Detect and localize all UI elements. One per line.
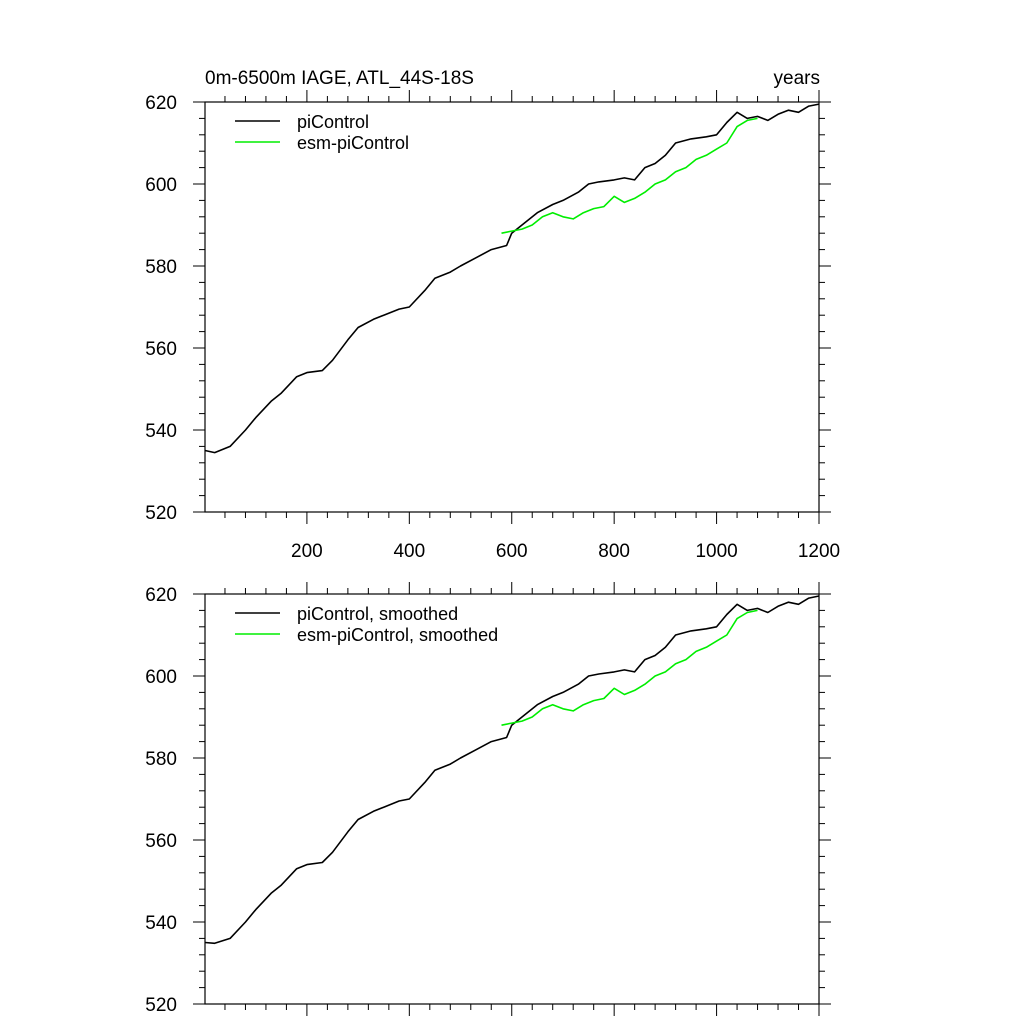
- x-tick-label: 400: [393, 541, 425, 562]
- y-tick-label: 540: [145, 421, 177, 442]
- legend-label-esm-picontrol-smoothed: esm-piControl, smoothed: [297, 625, 498, 645]
- series-line-esm-picontrol-smoothed: [501, 609, 758, 726]
- y-tick-label: 560: [145, 831, 177, 852]
- legend: piControl esm-piControl: [235, 112, 409, 153]
- y-tick-label: 540: [145, 913, 177, 934]
- legend-label-picontrol-smoothed: piControl, smoothed: [297, 604, 458, 624]
- series-line-picontrol: [204, 103, 820, 454]
- x-tick-labels: 200 400 600 800 1000 1200: [291, 541, 840, 562]
- y-tick-label: 600: [145, 175, 177, 196]
- series-lines: [204, 595, 820, 945]
- x-tick-label: 200: [291, 541, 323, 562]
- series-line-esm-picontrol: [501, 117, 758, 234]
- y-tick-labels: 520 540 560 580 600 620: [145, 93, 177, 524]
- axis-ticks: [193, 582, 831, 1016]
- y-tick-label: 600: [145, 667, 177, 688]
- x-tick-label: 600: [496, 541, 528, 562]
- x-tick-label: 1200: [798, 541, 840, 562]
- y-tick-labels: 520 540 560 580 600 620: [145, 585, 177, 1016]
- top-panel: 0m-6500m IAGE, ATL_44S-18S years 5205405…: [145, 68, 840, 562]
- legend-label-picontrol: piControl: [297, 112, 369, 132]
- y-tick-label: 620: [145, 585, 177, 606]
- bottom-panel: 520 540 560 580 600 620 piControl, smoothed e…: [145, 582, 831, 1016]
- legend-label-esm-picontrol: esm-piControl: [297, 133, 409, 153]
- y-tick-label: 580: [145, 257, 177, 278]
- series-lines: [204, 103, 820, 454]
- plot-frame: [204, 593, 820, 1005]
- x-tick-label: 1000: [695, 541, 737, 562]
- units-label: years: [774, 68, 820, 89]
- y-tick-label: 580: [145, 749, 177, 770]
- y-tick-label: 520: [145, 503, 177, 524]
- axis-ticks: [193, 90, 831, 524]
- x-tick-label: 800: [598, 541, 630, 562]
- plot-frame: [204, 101, 820, 513]
- y-tick-label: 560: [145, 339, 177, 360]
- y-tick-label: 520: [145, 995, 177, 1016]
- series-line-picontrol-smoothed: [204, 595, 820, 945]
- legend: piControl, smoothed esm-piControl, smoot…: [235, 604, 498, 645]
- chart-title: 0m-6500m IAGE, ATL_44S-18S: [205, 68, 474, 89]
- y-tick-label: 620: [145, 93, 177, 114]
